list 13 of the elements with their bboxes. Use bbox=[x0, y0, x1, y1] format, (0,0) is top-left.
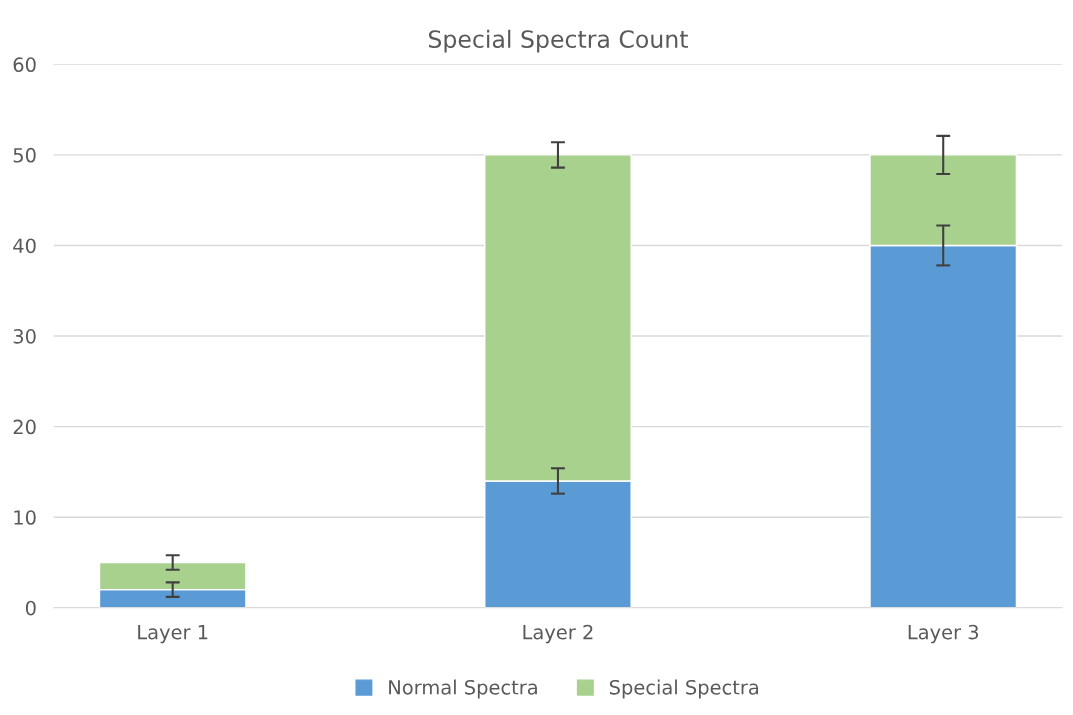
y-tick-label: 20 bbox=[13, 419, 36, 435]
y-tick-label: 50 bbox=[13, 147, 36, 163]
legend-label: Normal Spectra bbox=[389, 679, 537, 699]
y-tick-label: 40 bbox=[13, 238, 36, 254]
y-tick-label: 0 bbox=[25, 600, 36, 616]
x-tick-label: Layer 3 bbox=[908, 624, 979, 644]
chart-title: Special Spectra Count bbox=[428, 29, 688, 53]
x-tick-label: Layer 1 bbox=[138, 625, 208, 644]
legend-label: Special Spectra bbox=[609, 679, 759, 699]
y-tick-label: 30 bbox=[13, 329, 36, 344]
y-tick-label: 10 bbox=[14, 510, 36, 525]
y-tick-label: 60 bbox=[13, 57, 36, 73]
x-tick-label: Layer 2 bbox=[523, 624, 593, 644]
